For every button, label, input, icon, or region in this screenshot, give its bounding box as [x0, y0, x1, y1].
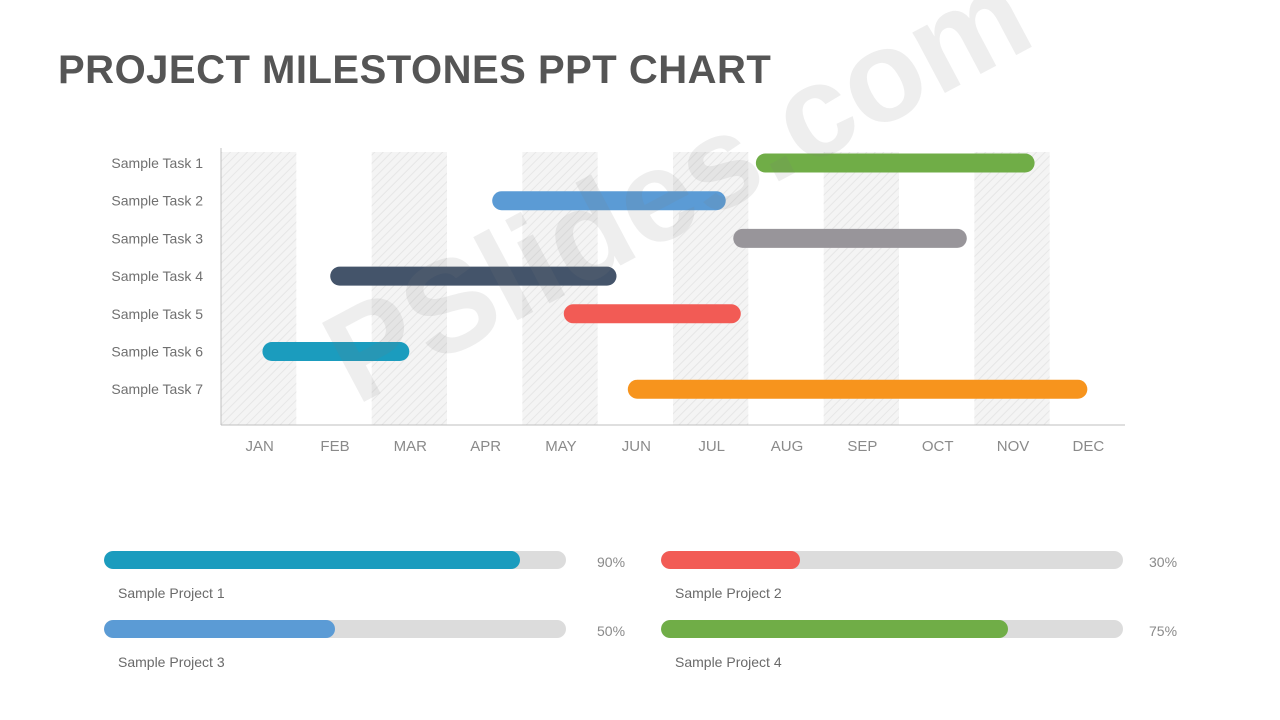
month-label: MAY	[545, 438, 576, 455]
task-bars	[262, 153, 1088, 399]
gantt-chart: Sample Task 1 Sample Task 2 Sample Task 3 S…	[111, 148, 1125, 455]
month-label: NOV	[997, 438, 1030, 455]
progress-track	[661, 551, 1123, 569]
month-label: AUG	[771, 438, 804, 455]
month-label: SEP	[847, 438, 877, 455]
progress-track	[661, 620, 1123, 638]
progress-fill	[104, 551, 520, 569]
month-label: DEC	[1072, 438, 1104, 455]
month-labels: JAN FEB MAR APR MAY JUN JUL AUG SEP OCT NOV DEC	[245, 438, 1104, 455]
task-bar	[262, 342, 410, 361]
page-title: PROJECT MILESTONES PPT CHART	[58, 48, 772, 92]
task-labels: Sample Task 1 Sample Task 2 Sample Task 3 S…	[111, 155, 203, 397]
task-label: Sample Task 1	[111, 155, 203, 171]
progress-fill	[661, 620, 1008, 638]
task-bar	[733, 228, 967, 248]
task-bar	[492, 191, 726, 211]
month-label: JAN	[245, 438, 273, 455]
month-label: JUL	[698, 438, 725, 455]
task-bar	[627, 379, 1088, 399]
task-label: Sample Task 7	[111, 381, 203, 397]
progress-label: Sample Project 1	[118, 585, 225, 601]
task-label: Sample Task 3	[111, 230, 203, 246]
month-band	[221, 152, 297, 425]
progress-fill	[104, 620, 335, 638]
month-label: APR	[470, 438, 501, 455]
task-bar	[563, 304, 741, 324]
task-bar	[330, 266, 617, 286]
month-label: MAR	[394, 438, 428, 455]
chart-axes	[220, 148, 1125, 426]
month-band	[371, 152, 447, 425]
month-band	[974, 152, 1050, 425]
month-band	[823, 152, 899, 425]
progress-fill	[661, 551, 800, 569]
month-label: OCT	[922, 438, 954, 455]
task-bar	[755, 153, 1035, 173]
task-label: Sample Task 6	[111, 344, 203, 360]
progress-label: Sample Project 3	[118, 654, 225, 670]
progress-percent: 30%	[1149, 554, 1178, 570]
task-label: Sample Task 2	[111, 193, 203, 209]
progress-track	[104, 551, 566, 569]
task-label: Sample Task 5	[111, 306, 203, 322]
month-label: JUN	[622, 438, 651, 455]
progress-percent: 75%	[1149, 623, 1178, 639]
progress-percent: 90%	[597, 554, 626, 570]
month-label: FEB	[320, 438, 349, 455]
progress-label: Sample Project 2	[675, 585, 782, 601]
progress-label: Sample Project 4	[675, 654, 782, 670]
progress-percent: 50%	[597, 623, 626, 639]
task-label: Sample Task 4	[111, 268, 203, 284]
progress-track	[104, 620, 566, 638]
